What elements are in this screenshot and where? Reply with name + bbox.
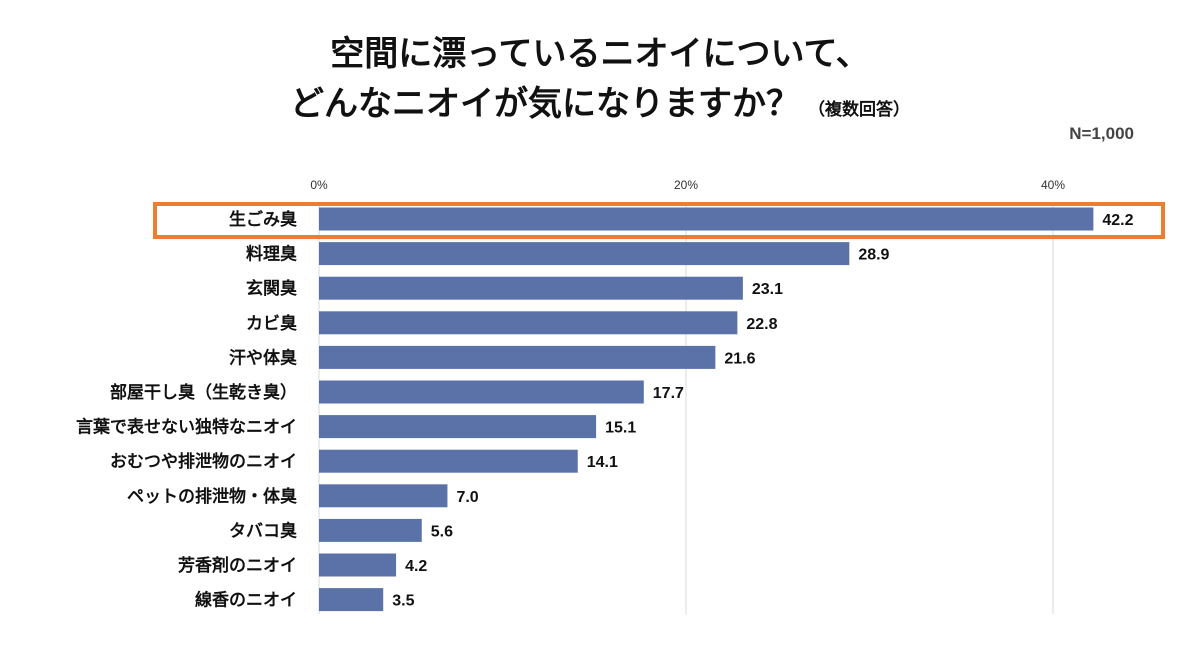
category-label: 玄関臭 [246, 278, 297, 299]
bar [319, 588, 384, 612]
sample-size-label: N=1,000 [1069, 124, 1134, 143]
chart-title-line1: 空間に漂っているニオイについて、 [330, 34, 870, 74]
category-label: 線香のニオイ [195, 590, 297, 611]
bar [319, 380, 644, 404]
bar [319, 449, 578, 473]
bar [319, 553, 397, 577]
chart-title-note: （複数回答） [808, 100, 910, 120]
value-label: 22.8 [746, 316, 777, 333]
category-label: おむつや排泄物のニオイ [110, 451, 297, 472]
category-label: 料理臭 [246, 244, 297, 265]
bar [319, 518, 422, 542]
value-label: 3.5 [392, 593, 414, 610]
category-label: 芳香剤のニオイ [178, 555, 297, 576]
value-label: 17.7 [653, 385, 684, 402]
value-label: 42.2 [1102, 212, 1133, 229]
chart-title-main: どんなニオイが気になりますか？ [290, 84, 800, 124]
category-label: 言葉で表せない独特なニオイ [76, 417, 297, 438]
category-label: 汗や体臭 [229, 347, 297, 368]
value-label: 15.1 [605, 420, 636, 437]
chart-title-line2: どんなニオイが気になりますか？ （複数回答） [0, 76, 1200, 125]
value-label: 28.9 [858, 247, 889, 264]
bar [319, 415, 597, 439]
axis-ticks: 0% 20% 40% [310, 178, 1065, 192]
x-tick-label: 20% [674, 178, 698, 192]
x-tick-label: 0% [310, 178, 328, 192]
value-labels: 42.2 28.9 23.1 22.8 21.6 17.7 15.1 14.1 7.05.6 4.… [392, 212, 1133, 610]
value-label: 21.6 [724, 350, 755, 367]
category-label: タバコ臭 [229, 520, 297, 541]
value-label: 4.2 [405, 558, 427, 575]
value-label: 14.1 [587, 454, 618, 471]
bar [319, 242, 850, 266]
category-label: 部屋干し臭（生乾き臭） [110, 382, 297, 403]
bar [319, 311, 738, 335]
bar [319, 484, 448, 508]
x-tick-label: 40% [1041, 178, 1065, 192]
bar [319, 276, 743, 300]
bar [319, 345, 716, 369]
category-label: 生ごみ臭 [229, 209, 297, 230]
bar [319, 207, 1094, 231]
highlight-box [153, 202, 1165, 239]
gridlines [318, 202, 1054, 614]
category-label: ペットの排泄物・体臭 [127, 486, 297, 507]
value-label: 23.1 [752, 281, 783, 298]
value-label: 7.0 [456, 489, 478, 506]
bars [319, 207, 1094, 612]
value-label: 5.6 [431, 523, 453, 540]
category-label: カビ臭 [246, 313, 297, 334]
